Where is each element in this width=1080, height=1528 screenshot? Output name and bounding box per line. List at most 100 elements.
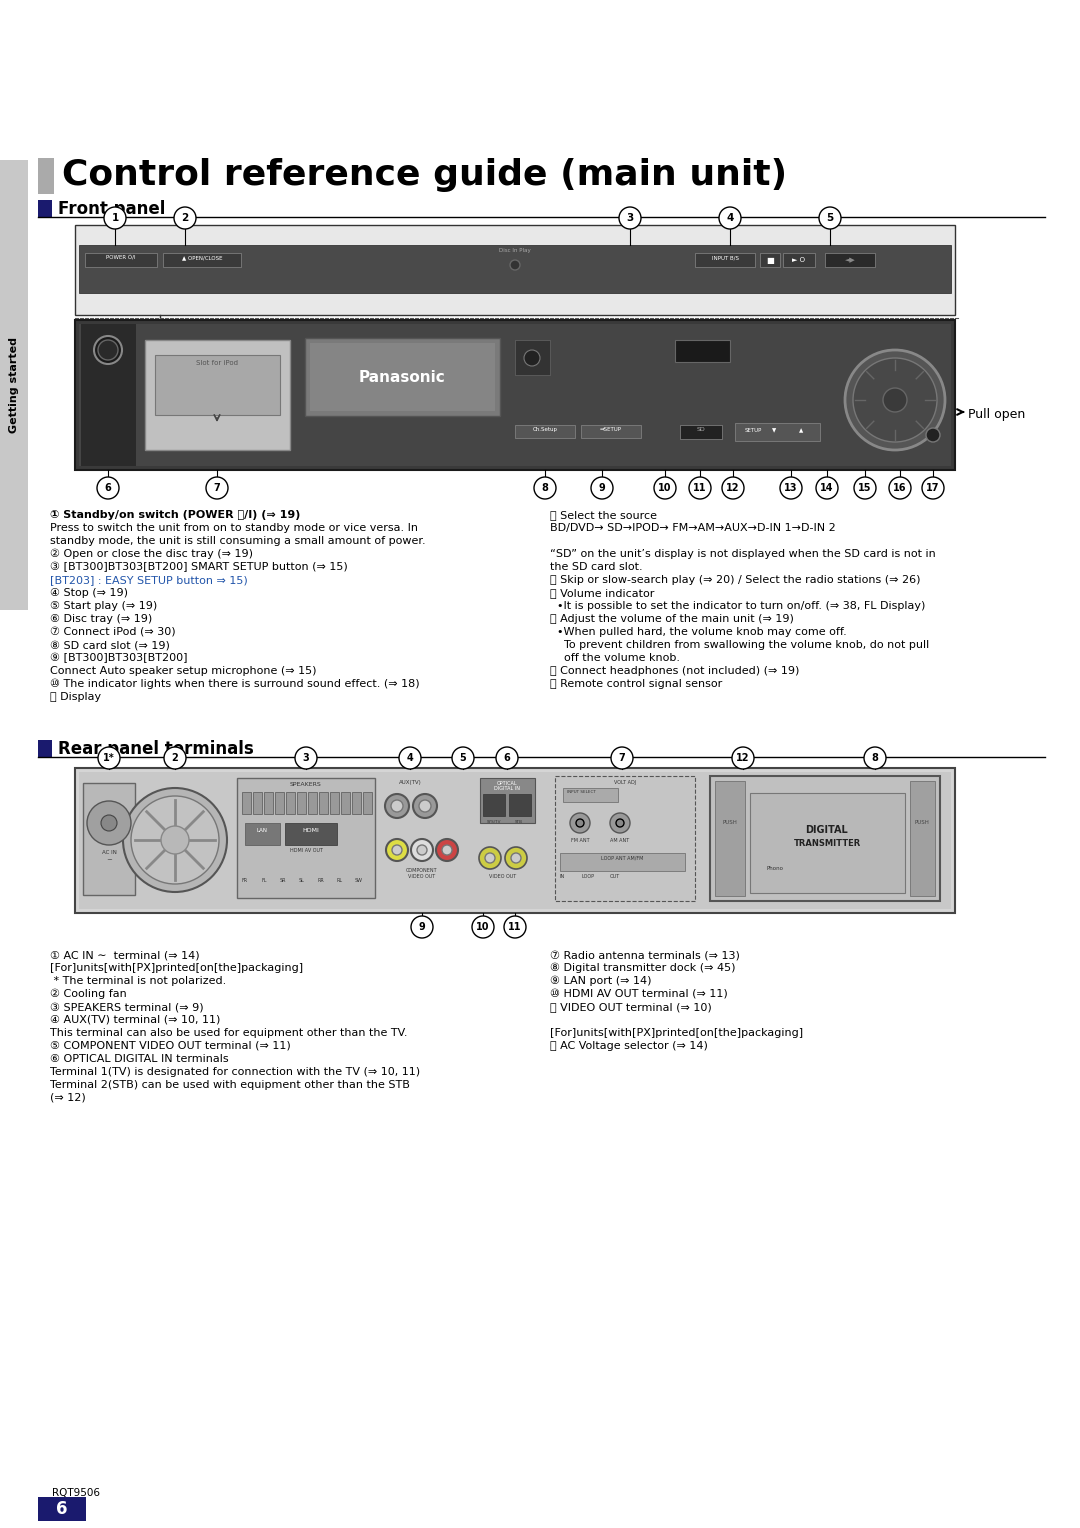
Text: 17: 17: [927, 483, 940, 494]
Text: 15: 15: [859, 483, 872, 494]
Text: 1*: 1*: [103, 753, 114, 762]
Text: SPEAKERS: SPEAKERS: [291, 782, 322, 787]
Circle shape: [511, 853, 521, 863]
Circle shape: [442, 845, 453, 856]
Bar: [0, 160, 28, 610]
Circle shape: [654, 477, 676, 500]
Bar: [75, 225, 955, 315]
Circle shape: [161, 827, 189, 854]
Text: ~: ~: [106, 857, 112, 863]
Bar: [79, 324, 951, 466]
Circle shape: [419, 801, 431, 811]
Text: 2: 2: [172, 753, 178, 762]
Bar: [825, 254, 875, 267]
Bar: [308, 792, 318, 814]
Text: ⑨ LAN port (⇒ 14): ⑨ LAN port (⇒ 14): [550, 976, 651, 987]
Text: RR: RR: [318, 879, 324, 883]
Bar: [910, 781, 935, 895]
Circle shape: [295, 747, 318, 769]
Text: ⑫ AC Voltage selector (⇒ 14): ⑫ AC Voltage selector (⇒ 14): [550, 1041, 707, 1051]
Bar: [286, 792, 295, 814]
Circle shape: [206, 477, 228, 500]
Text: 16: 16: [893, 483, 907, 494]
Text: SD: SD: [697, 426, 705, 432]
Text: ⑩ HDMI AV OUT terminal (⇒ 11): ⑩ HDMI AV OUT terminal (⇒ 11): [550, 989, 728, 999]
Text: BD/DVD→ SD→IPOD→ FM→AM→AUX→D-IN 1→D-IN 2: BD/DVD→ SD→IPOD→ FM→AM→AUX→D-IN 1→D-IN 2: [550, 523, 836, 533]
Bar: [715, 781, 745, 895]
Circle shape: [97, 477, 119, 500]
Text: 8: 8: [541, 483, 549, 494]
Circle shape: [94, 336, 122, 364]
Text: 10: 10: [476, 921, 489, 932]
Bar: [75, 319, 955, 471]
Text: Phono: Phono: [767, 865, 783, 871]
Bar: [305, 338, 500, 416]
Bar: [253, 792, 262, 814]
Circle shape: [845, 350, 945, 451]
Circle shape: [611, 747, 633, 769]
Text: ② Open or close the disc tray (⇒ 19): ② Open or close the disc tray (⇒ 19): [50, 549, 253, 559]
Bar: [509, 795, 531, 816]
Bar: [38, 740, 52, 756]
Text: POWER Ó/I: POWER Ó/I: [106, 255, 136, 260]
Text: To prevent children from swallowing the volume knob, do not pull: To prevent children from swallowing the …: [550, 640, 929, 649]
Text: 9: 9: [598, 483, 606, 494]
Circle shape: [719, 206, 741, 229]
Text: 7: 7: [619, 753, 625, 762]
Circle shape: [816, 477, 838, 500]
Circle shape: [391, 801, 403, 811]
Text: LOOP ANT AM/FM: LOOP ANT AM/FM: [600, 856, 644, 860]
Bar: [242, 792, 251, 814]
Text: off the volume knob.: off the volume knob.: [550, 652, 680, 663]
Bar: [760, 254, 780, 267]
Text: ⑦ Connect iPod (⇒ 30): ⑦ Connect iPod (⇒ 30): [50, 626, 176, 637]
Text: 5: 5: [460, 753, 467, 762]
Text: ① AC IN ∼  terminal (⇒ 14): ① AC IN ∼ terminal (⇒ 14): [50, 950, 200, 960]
Text: Connect Auto speaker setup microphone (⇒ 15): Connect Auto speaker setup microphone (⇒…: [50, 666, 316, 675]
Bar: [483, 795, 505, 816]
Circle shape: [392, 845, 402, 856]
Text: STB: STB: [515, 821, 523, 824]
Text: ⑰ Remote control signal sensor: ⑰ Remote control signal sensor: [550, 678, 723, 689]
Text: RL: RL: [337, 879, 343, 883]
Text: ④ Stop (⇒ 19): ④ Stop (⇒ 19): [50, 588, 129, 597]
Text: ⑤ Start play (⇒ 19): ⑤ Start play (⇒ 19): [50, 601, 158, 611]
Text: ④ AUX(TV) terminal (⇒ 10, 11): ④ AUX(TV) terminal (⇒ 10, 11): [50, 1015, 220, 1025]
Circle shape: [853, 358, 937, 442]
Bar: [696, 254, 755, 267]
Bar: [79, 772, 951, 909]
Text: ⇒SETUP: ⇒SETUP: [600, 426, 622, 432]
Circle shape: [864, 747, 886, 769]
Bar: [750, 793, 905, 892]
Bar: [352, 792, 361, 814]
Text: VIDEO OUT: VIDEO OUT: [408, 874, 435, 879]
Bar: [675, 341, 730, 362]
Circle shape: [480, 847, 501, 869]
Bar: [163, 254, 241, 267]
Bar: [85, 254, 157, 267]
Text: 3: 3: [302, 753, 309, 762]
Bar: [310, 342, 495, 411]
Bar: [783, 254, 815, 267]
Text: Control reference guide (main unit): Control reference guide (main unit): [62, 157, 787, 193]
Text: SETUP: SETUP: [745, 428, 762, 432]
Text: ③ [BT300]BT303[BT200] SMART SETUP button (⇒ 15): ③ [BT300]BT303[BT200] SMART SETUP button…: [50, 562, 348, 573]
Circle shape: [411, 915, 433, 938]
Text: ⑨ [BT300]BT303[BT200]: ⑨ [BT300]BT303[BT200]: [50, 652, 188, 663]
Text: DIGITAL IN: DIGITAL IN: [494, 785, 519, 792]
Text: 7: 7: [214, 483, 220, 494]
Text: ⑥ OPTICAL DIGITAL IN terminals: ⑥ OPTICAL DIGITAL IN terminals: [50, 1054, 229, 1063]
Text: ⑦ Radio antenna terminals (⇒ 13): ⑦ Radio antenna terminals (⇒ 13): [550, 950, 740, 960]
Text: 9: 9: [419, 921, 426, 932]
Circle shape: [883, 388, 907, 413]
Text: standby mode, the unit is still consuming a small amount of power.: standby mode, the unit is still consumin…: [50, 536, 426, 545]
Text: ⑮ Adjust the volume of the main unit (⇒ 19): ⑮ Adjust the volume of the main unit (⇒ …: [550, 614, 794, 623]
Bar: [83, 782, 135, 895]
Bar: [319, 792, 328, 814]
Text: ▲ OPEN/CLOSE: ▲ OPEN/CLOSE: [181, 255, 222, 260]
Text: ② Cooling fan: ② Cooling fan: [50, 989, 126, 999]
Bar: [38, 157, 54, 194]
Circle shape: [399, 747, 421, 769]
Text: ⑬ Skip or slow-search play (⇒ 20) / Select the radio stations (⇒ 26): ⑬ Skip or slow-search play (⇒ 20) / Sele…: [550, 575, 920, 585]
Text: AUX(TV): AUX(TV): [399, 779, 421, 785]
